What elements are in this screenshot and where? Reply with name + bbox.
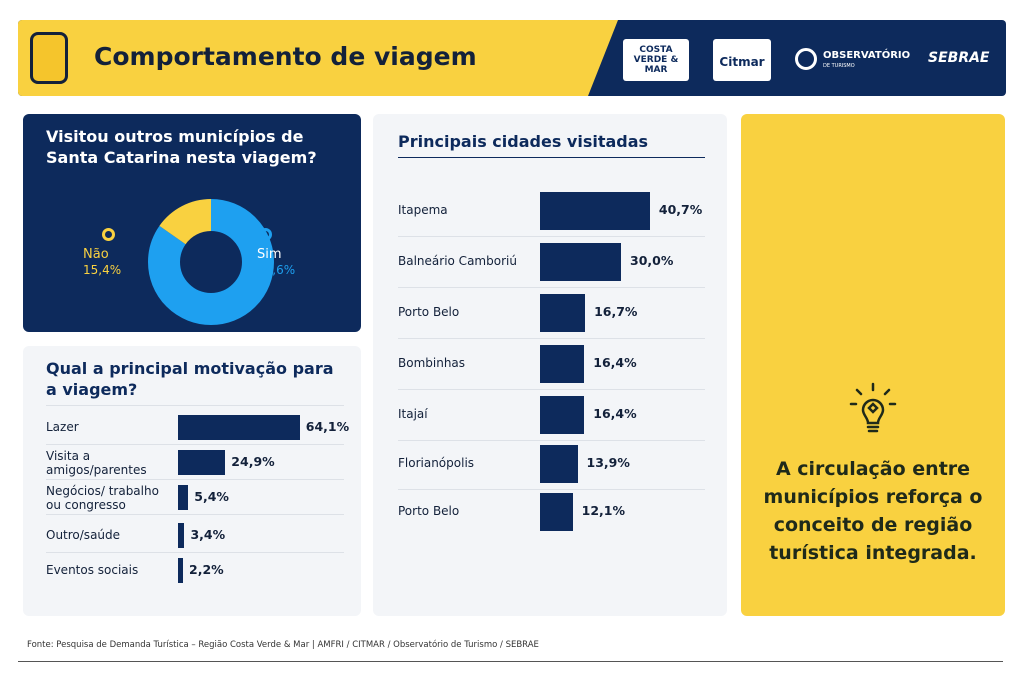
page-title: Comportamento de viagem (94, 42, 477, 71)
card-motivation: Qual a principal motivação para a viagem… (23, 346, 361, 616)
bar (540, 396, 585, 434)
chart-title: Qual a principal motivação para a viagem… (46, 359, 334, 399)
category-label: Florianópolis (398, 456, 475, 470)
donut-slice-nao (148, 199, 274, 325)
bar-value-label: 2,2% (189, 562, 224, 577)
bar-value-label: 40,7% (658, 202, 703, 217)
bar (178, 523, 185, 548)
category-label: Bombinhas (398, 356, 466, 370)
bar-value-label: 5,4% (194, 489, 229, 504)
bar (540, 192, 650, 230)
lightbulb-icon (849, 382, 897, 433)
row-divider (398, 389, 705, 390)
category-label: Balneário Camboriú (398, 254, 517, 268)
bar-value-label: 16,7% (594, 304, 638, 319)
row-divider (46, 444, 344, 445)
legend-nao-value: 15,4% (83, 263, 122, 277)
card-visited-municipalities: Visitou outros municípios de Santa Catar… (23, 114, 361, 332)
bar (178, 415, 300, 440)
header-banner: Comportamento de viagem COSTA VERDE & MA… (18, 20, 1006, 96)
category-label: Outro/saúde (46, 528, 121, 542)
legend-sim-value: 84,6% (257, 263, 296, 277)
legend-marker-nao (102, 228, 115, 241)
bar-value-label: 13,9% (586, 455, 630, 470)
bar-value-label: 12,1% (581, 503, 626, 518)
insight-text: A circulação entre municípios reforça o … (763, 458, 983, 564)
row-divider (46, 479, 344, 480)
footer-divider (18, 661, 1003, 662)
row-divider (46, 552, 344, 553)
legend-sim-label: Sim (257, 247, 282, 262)
category-label: Itajaí (398, 407, 428, 421)
bar (540, 294, 586, 332)
observatorio-icon (795, 48, 817, 70)
donut-chart (148, 199, 274, 325)
logo-costa-verde-mar: COSTA VERDE & MAR (623, 39, 689, 81)
row-divider (398, 236, 705, 237)
bar (540, 243, 621, 281)
bar (540, 345, 585, 383)
chart-title: Visitou outros municípios de Santa Catar… (46, 127, 317, 167)
logo-observatorio: OBSERVATÓRIO (823, 50, 911, 61)
suitcase-icon (30, 32, 68, 84)
bar-value-label: 24,9% (231, 454, 275, 469)
category-label: Visita a amigos/parentes (46, 449, 147, 477)
bar-value-label: 3,4% (190, 527, 226, 542)
category-label: Porto Belo (398, 305, 460, 319)
bar (178, 450, 226, 475)
category-label: Itapema (398, 203, 448, 217)
category-label: Eventos sociais (46, 563, 139, 577)
category-label: Lazer (46, 420, 79, 434)
bar (540, 493, 573, 531)
row-divider (398, 287, 705, 288)
row-divider (398, 489, 705, 490)
legend-nao-label: Não (83, 247, 109, 262)
bar (540, 445, 578, 483)
chart-title: Principais cidades visitadas (398, 132, 649, 151)
logo-sebrae: SEBRAE (928, 50, 990, 66)
card-insight: A circulação entre municípios reforça o … (741, 114, 1005, 616)
bar-value-label: 16,4% (593, 406, 637, 421)
bar (178, 558, 183, 583)
bar-value-label: 30,0% (630, 253, 674, 268)
bar (178, 485, 189, 510)
row-divider (398, 440, 705, 441)
card-cities: Principais cidades visitadas Itapema 40,7… (373, 114, 727, 616)
row-divider (46, 514, 344, 515)
logo-observatorio-sub: DE TURISMO (823, 63, 855, 69)
bar-value-label: 64,1% (305, 419, 350, 434)
category-label: Negócios/ trabalho ou congresso (46, 484, 159, 512)
category-label: Porto Belo (398, 504, 460, 518)
bar-value-label: 16,4% (593, 355, 637, 370)
logo-citmar: Citmar (713, 39, 771, 81)
row-divider (398, 338, 705, 339)
legend-marker-sim (259, 228, 272, 241)
source-footer: Fonte: Pesquisa de Demanda Turística – R… (27, 640, 539, 650)
